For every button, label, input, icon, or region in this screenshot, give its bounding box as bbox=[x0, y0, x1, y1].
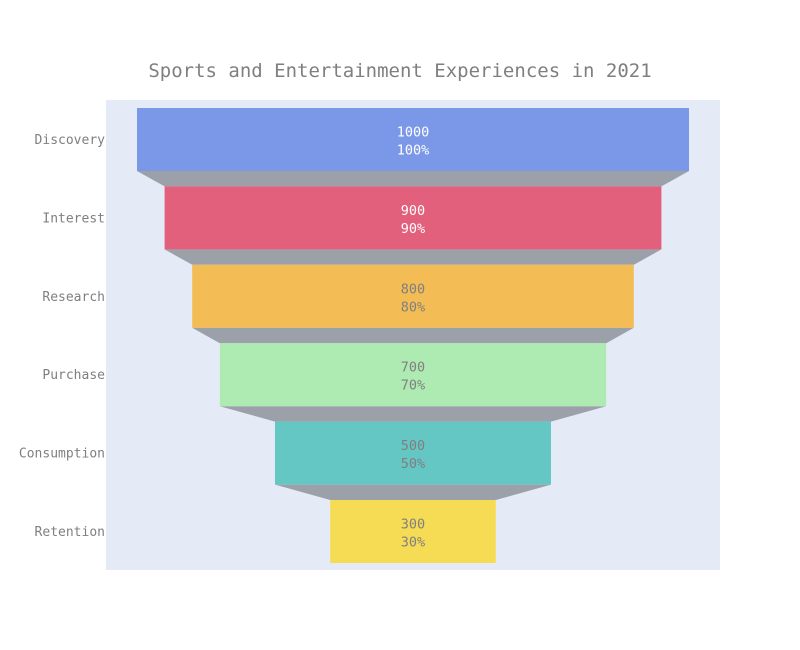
funnel-connector bbox=[275, 484, 551, 500]
bar-percent-label: 90% bbox=[401, 221, 425, 237]
bar-percent-label: 30% bbox=[401, 535, 425, 551]
bar-percent-label: 80% bbox=[401, 299, 425, 315]
funnel-bar-interest bbox=[164, 186, 662, 250]
bar-value-label: 500 bbox=[401, 438, 425, 454]
funnel-bar-discovery bbox=[137, 108, 689, 171]
stage-label-research: Research bbox=[42, 290, 105, 305]
bar-percent-label: 70% bbox=[401, 378, 425, 394]
bar-value-label: 800 bbox=[401, 281, 425, 297]
funnel-bar-consumption bbox=[275, 421, 551, 485]
bar-value-label: 700 bbox=[401, 360, 425, 376]
chart-title: Sports and Entertainment Experiences in … bbox=[148, 60, 652, 82]
bar-value-label: 900 bbox=[401, 203, 425, 219]
funnel-bar-retention bbox=[330, 500, 496, 563]
stage-label-consumption: Consumption bbox=[19, 447, 105, 462]
funnel-connector bbox=[137, 171, 689, 187]
funnel-connector bbox=[219, 406, 607, 422]
funnel-connector bbox=[164, 249, 662, 265]
bar-percent-label: 50% bbox=[401, 456, 425, 472]
stage-label-interest: Interest bbox=[42, 211, 105, 226]
bar-value-label: 1000 bbox=[397, 125, 430, 141]
funnel-connector bbox=[192, 327, 634, 344]
funnel-bar-research bbox=[192, 264, 634, 328]
bar-percent-label: 100% bbox=[397, 143, 430, 159]
stage-label-purchase: Purchase bbox=[42, 368, 105, 383]
bar-value-label: 300 bbox=[401, 517, 425, 533]
funnel-bar-purchase bbox=[219, 343, 607, 407]
stage-label-retention: Retention bbox=[35, 525, 105, 540]
stage-label-discovery: Discovery bbox=[35, 133, 106, 148]
